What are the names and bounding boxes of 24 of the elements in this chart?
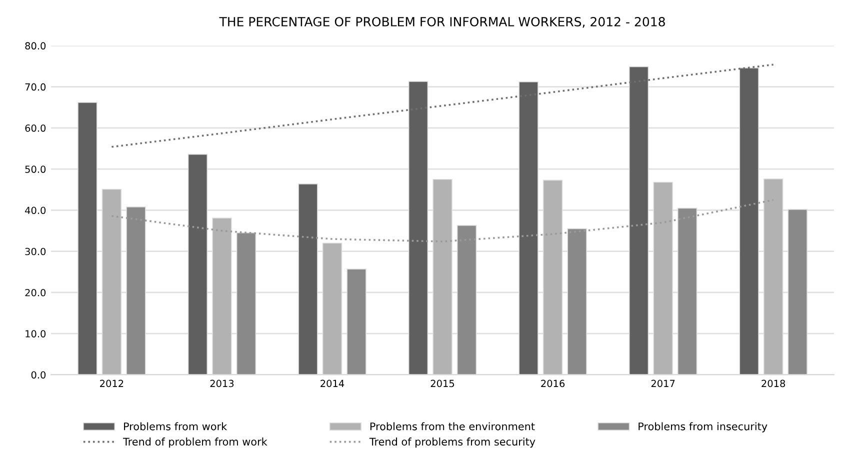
chart-title: THE PERCENTAGE OF PROBLEM FOR INFORMAL WORKERS, 2012 - 2018: [219, 16, 665, 28]
legend-label: Problems from work: [124, 422, 228, 430]
y-tick-label: 60.0: [25, 124, 46, 132]
y-tick-label: 20.0: [25, 288, 46, 296]
y-tick-label: 70.0: [25, 83, 46, 91]
x-tick-label: 2015: [430, 380, 454, 388]
x-tick-label: 2017: [651, 380, 675, 388]
legend-label: Trend of problem from work: [122, 438, 268, 448]
y-tick-label: 40.0: [25, 206, 46, 214]
x-tick-label: 2016: [541, 380, 565, 388]
legend-label: Problems from insecurity: [638, 422, 768, 432]
x-tick-label: 2013: [210, 380, 234, 388]
legend-label: Trend of problems from security: [369, 438, 536, 448]
y-tick-label: 10.0: [26, 330, 46, 338]
y-tick-label: 50.0: [25, 166, 46, 173]
line-series: [110, 64, 774, 148]
y-tick-label: 30.0: [25, 248, 46, 256]
legend-label: Problems from the environment: [370, 422, 535, 430]
x-tick-label: 2014: [320, 380, 344, 388]
y-tick-label: 0.0: [31, 371, 46, 379]
line-series: [110, 199, 774, 242]
y-tick-label: 80.0: [25, 42, 46, 50]
x-tick-label: 2012: [100, 380, 124, 388]
x-tick-label: 2018: [762, 380, 786, 388]
